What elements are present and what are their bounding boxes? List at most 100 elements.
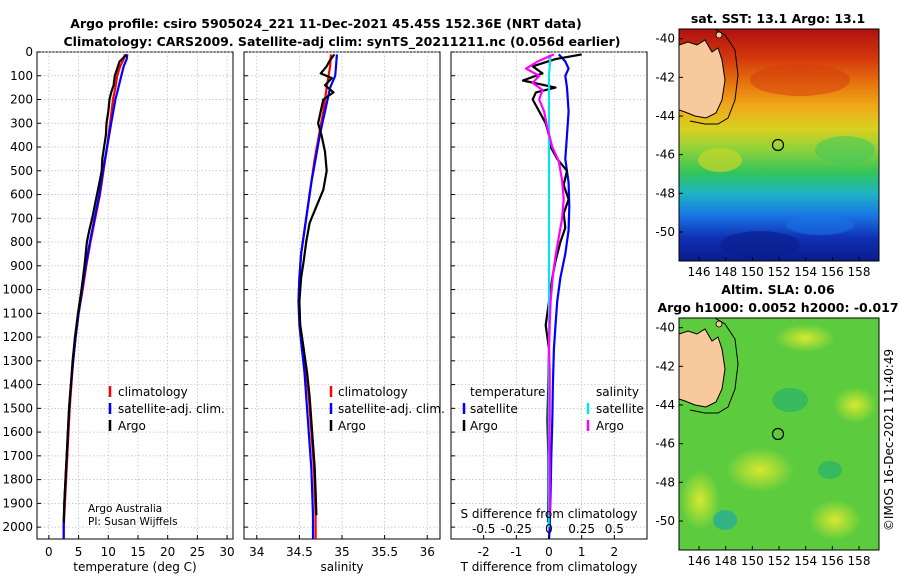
series-line-argo [62,53,128,523]
legend-label-t-argo: Argo [470,419,498,433]
island [715,320,723,328]
x-tick-label: 35.5 [371,545,398,559]
map-x-tick-label: 154 [794,265,817,279]
x-tick-label: 10 [101,545,116,559]
difference-legend: temperature salinity satellite Argo sate… [462,385,644,433]
y-tick-label: 0 [25,45,33,59]
y-tick-label: 1200 [2,330,33,344]
sla-feature [775,324,835,352]
map-x-tick-label: 150 [741,265,764,279]
y-tick-label: 1000 [2,283,33,297]
y-tick-label: 500 [10,164,33,178]
argo-location-marker [771,138,785,152]
map-y-tick-label: -48 [655,475,675,489]
legend-label-argo: Argo [118,419,146,433]
map-x-tick-label: 146 [688,265,711,279]
sla-feature [680,470,720,530]
sla-feature [809,500,861,540]
x2-tick-label: 0.25 [568,522,595,536]
series-line-satellite-adj-clim- [297,54,338,539]
map-y-tick-label: -50 [655,514,675,528]
y-tick-label: 1300 [2,354,33,368]
sst-feature [698,148,742,172]
figure-title-line2: Climatology: CARS2009. Satellite-adj cli… [63,34,620,50]
map-x-tick-label: 150 [741,554,764,568]
sla-feature [713,510,737,530]
sst-feature [786,215,854,235]
sla-map-title: Altim. SLA: 0.06 [721,282,835,297]
x-tick-label: 35 [334,545,349,559]
map-x-tick-label: 148 [714,554,737,568]
y-tick-label: 1100 [2,306,33,320]
credit-pi: PI: Susan Wijffels [88,516,178,528]
series-line-s-argo [524,53,565,516]
map-y-tick-label: -42 [655,359,675,373]
x-tick-label: -2 [478,545,490,559]
y-tick-label: 1900 [2,496,33,510]
legend-label-argo: Argo [338,419,366,433]
map-x-tick-label: 154 [794,554,817,568]
x-tick-label: 34 [249,545,264,559]
legend-label-s-argo: Argo [596,419,624,433]
x2-tick-label: 0.5 [605,522,624,536]
y-tick-label: 1600 [2,425,33,439]
map-y-tick-label: -46 [655,437,675,451]
map-x-tick-label: 156 [821,554,844,568]
sla-feature [726,448,794,492]
profile-series [62,53,582,540]
map-y-tick-label: -44 [655,398,675,412]
map-x-tick-label: 152 [768,554,791,568]
sla-feature [833,387,877,423]
y-tick-label: 400 [10,140,33,154]
map-x-tick-label: 158 [848,554,871,568]
figure-title-line1: Argo profile: csiro 5905024_221 11-Dec-2… [70,16,581,32]
temperature-axes [36,51,234,540]
legend-title-salinity: salinity [596,385,639,399]
map-x-tick-label: 148 [714,265,737,279]
sst-map [679,29,879,261]
sla-feature [772,388,808,412]
sst-feature [750,64,850,96]
series-line-t-satellite [547,53,571,540]
map-x-tick-label: 146 [688,554,711,568]
map-x-tick-label: 156 [821,265,844,279]
x-tick-label: 2 [611,545,619,559]
sla-feature [818,461,842,479]
y-tick-label: 1800 [2,473,33,487]
y-tick-label: 300 [10,116,33,130]
map-x-tick-label: 158 [848,265,871,279]
series-line-argo [298,53,336,516]
x2-tick-label: -0.5 [472,522,495,536]
temperature-xlabel: temperature (deg C) [73,560,196,574]
map-y-tick-label: -50 [655,225,675,239]
x-tick-label: -1 [510,545,522,559]
x-tick-label: 20 [160,545,175,559]
map-y-tick-label: -40 [655,321,675,335]
sla-map-subtitle: Argo h1000: 0.0052 h2000: -0.017 [657,300,898,315]
y-tick-label: 1500 [2,401,33,415]
map-y-tick-label: -42 [655,70,675,84]
y-tick-label: 600 [10,188,33,202]
x-tick-label: 36 [420,545,435,559]
tasmania-land [679,39,726,119]
legend-label-climatology: climatology [118,385,188,399]
timestamp: ©IMOS 16-Dec-2021 11:40:49 [882,349,896,531]
map-x-tick-label: 152 [768,265,791,279]
salinity-xlabel: salinity [320,560,363,574]
x-tick-label: 34.5 [286,545,313,559]
credit-org: Argo Australia [88,503,162,515]
x2-tick-label: -0.25 [501,522,532,536]
legend-title-temperature: temperature [470,385,545,399]
salinity-legend: climatology satellite-adj. clim. Argo [329,385,445,433]
y-tick-label: 2000 [2,520,33,534]
sla-map [679,318,879,550]
axis-ticks: 0100200300400500600700800900100011001200… [2,45,623,559]
map-y-tick-label: -44 [655,109,675,123]
sst-feature [815,136,875,164]
y-tick-label: 900 [10,259,33,273]
sst-map-title: sat. SST: 13.1 Argo: 13.1 [691,11,865,26]
map-y-tick-label: -40 [655,32,675,46]
legend-label-s-satellite: satellite [596,402,644,416]
x-tick-label: 30 [219,545,234,559]
